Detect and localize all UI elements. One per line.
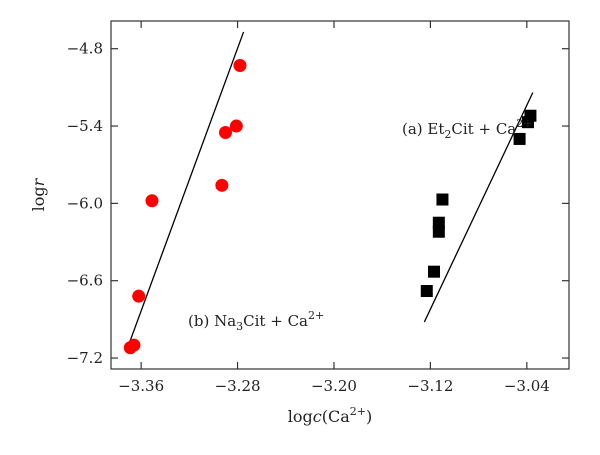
y-tick-label: −7.2 (67, 349, 103, 367)
data-points (123, 58, 537, 355)
data-point-b (127, 338, 141, 352)
data-point-a (432, 225, 445, 238)
data-point-a (432, 216, 445, 229)
fit-line-a (423, 92, 534, 323)
x-tick-label: −3.20 (311, 377, 357, 395)
data-point-a (436, 193, 449, 206)
plot-frame (110, 20, 570, 370)
data-point-a (513, 132, 526, 145)
data-point-b (145, 194, 159, 208)
data-point-b (215, 178, 229, 192)
y-axis: −4.8 −5.4 −6.0 −6.6 −7.2 (67, 40, 569, 367)
annotation-b: (b) Na3Cit + Ca2+ (188, 309, 324, 333)
y-tick-label: −4.8 (67, 40, 103, 58)
x-axis-title: logc(Ca2+) (288, 405, 372, 426)
y-axis-title: logr (29, 177, 48, 211)
data-point-b (233, 58, 247, 72)
x-tick-label: −3.04 (504, 377, 550, 395)
x-tick-label: −3.28 (215, 377, 261, 395)
data-point-b (229, 119, 243, 133)
data-point-a (428, 265, 441, 278)
x-axis: −3.36 −3.28 −3.20 −3.12 −3.04 (118, 21, 550, 395)
data-point-b (219, 125, 232, 139)
y-tick-label: −6.6 (67, 272, 103, 290)
x-tick-label: −3.12 (407, 377, 453, 395)
fit-line-b (126, 31, 245, 351)
y-tick-label: −5.4 (67, 117, 103, 135)
data-point-b (132, 289, 146, 303)
annotation-a: (a) Et2Cit + Ca2+ (402, 117, 532, 141)
data-point-a (420, 285, 433, 298)
y-tick-label: −6.0 (67, 194, 103, 212)
fit-lines (126, 31, 534, 351)
data-point-a (524, 109, 537, 122)
x-tick-label: −3.36 (118, 377, 164, 395)
